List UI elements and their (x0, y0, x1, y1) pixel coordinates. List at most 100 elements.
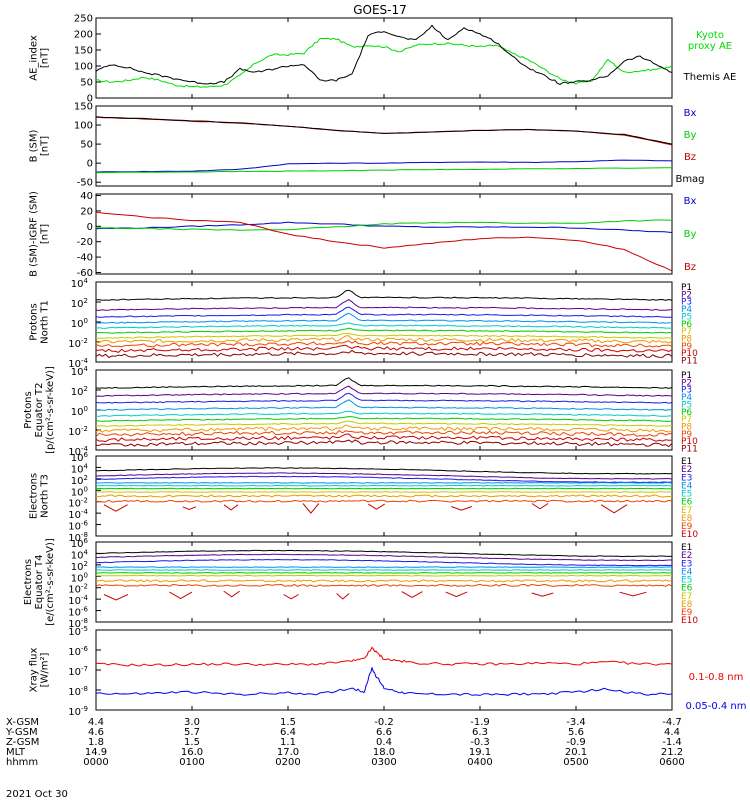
y-tick-base: 10 (68, 667, 81, 678)
legend-bz: Bz (684, 152, 696, 163)
footer-value: -0.3 (470, 737, 490, 748)
panel-frame (95, 369, 673, 451)
y-tick-label: 50 (80, 140, 93, 151)
footer-value: 6.6 (376, 727, 392, 738)
footer-value: 4.6 (88, 727, 104, 738)
y-tick-label: 40 (80, 191, 93, 202)
y-tick-label: -50 (77, 178, 93, 189)
footer-value: 0300 (371, 757, 396, 768)
legend-P10: P10 (681, 349, 698, 359)
y-tick-exponent: -4 (81, 594, 89, 602)
legend-P6: P6 (681, 320, 692, 330)
y-axis-label-line: [nT] (40, 224, 51, 244)
footer-row-label: Z-GSM (6, 737, 39, 748)
legend-bz: Bz (684, 262, 696, 273)
y-tick-label: 20 (80, 206, 93, 217)
y-tick-base: 10 (71, 407, 84, 418)
channel-line-P5 (95, 322, 673, 329)
y-tick-base: 10 (68, 687, 81, 698)
y-tick-label: 104 (71, 548, 89, 561)
channel-line-E6 (95, 487, 672, 490)
channel-line-E4 (96, 566, 673, 568)
channel-line-P9 (95, 340, 673, 348)
y-tick-base: 10 (68, 619, 81, 630)
y-tick-label: 10-2 (68, 583, 88, 596)
y-axis-label-line: Electrons (23, 559, 34, 605)
channel-line-P6 (95, 416, 673, 422)
footer-value: -4.7 (662, 717, 682, 728)
footer-value: 18.0 (373, 747, 395, 758)
y-tick-exponent: -2 (81, 583, 88, 591)
channel-line-P10 (95, 344, 673, 353)
y-tick-base: 10 (68, 647, 81, 658)
y-tick-label: 150 (74, 46, 93, 57)
channel-line-E10 (619, 591, 647, 597)
y-tick-label: 100 (71, 317, 88, 330)
channel-line-E10 (169, 591, 193, 600)
panel-8: Xray flux[W/m²]10-510-610-710-810-90.1-0… (29, 625, 747, 718)
legend-0-05-0-4-nm: 0.05-0.4 nm (685, 701, 746, 712)
channel-line-P9 (95, 429, 673, 438)
plot-title: GOES-17 (353, 3, 407, 17)
y-tick-exponent: -6 (81, 520, 89, 528)
y-tick-base: 10 (68, 627, 81, 638)
legend-E10: E10 (681, 530, 698, 540)
y-tick-exponent: -7 (81, 665, 88, 673)
y-tick-label: 10-4 (68, 357, 88, 370)
footer-value: 0200 (275, 757, 300, 768)
legend-proxy-ae: proxy AE (688, 41, 732, 52)
y-tick-base: 10 (71, 367, 84, 378)
y-tick-base: 10 (68, 707, 81, 718)
y-tick-exponent: -9 (81, 705, 88, 713)
footer-value: -3.4 (566, 717, 586, 728)
legend-E3: E3 (681, 559, 692, 569)
series-line-by (95, 219, 673, 231)
y-axis-label: B (SM)-IGRF (SM)[nT] (29, 191, 51, 277)
y-axis-label-line: Protons (29, 303, 40, 340)
y-tick-base: 10 (71, 562, 84, 573)
y-axis-label: ElectronsNorth T3 (29, 473, 51, 519)
legend-E6: E6 (681, 498, 693, 508)
footer-value: 4.4 (88, 717, 104, 728)
channel-line-E9 (95, 499, 673, 503)
series-line-bz (95, 116, 673, 146)
channel-line-P10 (95, 433, 673, 443)
channel-line-P4 (95, 312, 672, 324)
y-tick-label: 104 (71, 365, 89, 378)
legend-P6: P6 (681, 408, 692, 418)
y-axis-label-line: B (SM) (29, 129, 40, 162)
channel-line-E10 (182, 506, 197, 511)
legend-E8: E8 (681, 514, 693, 524)
y-tick-label: 250 (74, 14, 93, 25)
footer-value: 1.5 (280, 717, 296, 728)
y-tick-label: 102 (71, 385, 88, 398)
y-tick-exponent: 4 (84, 277, 89, 285)
legend-E10: E10 (681, 616, 698, 626)
y-tick-label: 102 (71, 560, 88, 573)
y-tick-label: 10-6 (68, 606, 88, 619)
legend-P9: P9 (681, 430, 692, 440)
y-tick-label: 10-8 (68, 531, 88, 544)
y-axis-label-line: North T3 (40, 474, 51, 518)
y-tick-exponent: 2 (84, 474, 88, 482)
y-tick-base: 10 (68, 522, 81, 533)
y-tick-exponent: -8 (81, 531, 88, 539)
channel-line-E3 (95, 558, 673, 567)
channel-line-E7 (95, 574, 673, 577)
legend-E2: E2 (681, 551, 692, 561)
series-line-0-1-0-8-nm (95, 646, 673, 667)
footer-value: -1.4 (662, 737, 682, 748)
panel-4: ProtonsNorth T110410210010-210-4P1P2P3P4… (29, 277, 699, 370)
panel-5: ProtonsEquator T2[p/(cm²-s-sr-keV)] 10410… (23, 365, 698, 458)
legend-E5: E5 (681, 576, 692, 586)
y-tick-base: 10 (68, 339, 81, 350)
y-axis-label-line: North T1 (40, 300, 51, 344)
footer-value: 3.0 (184, 717, 200, 728)
y-tick-exponent: 4 (84, 365, 89, 373)
y-tick-label: 10-2 (68, 337, 88, 350)
y-tick-base: 10 (71, 573, 84, 584)
panel-frame (95, 629, 673, 711)
footer-value: 20.1 (565, 747, 587, 758)
y-axis-label-line: [nT] (40, 48, 51, 68)
